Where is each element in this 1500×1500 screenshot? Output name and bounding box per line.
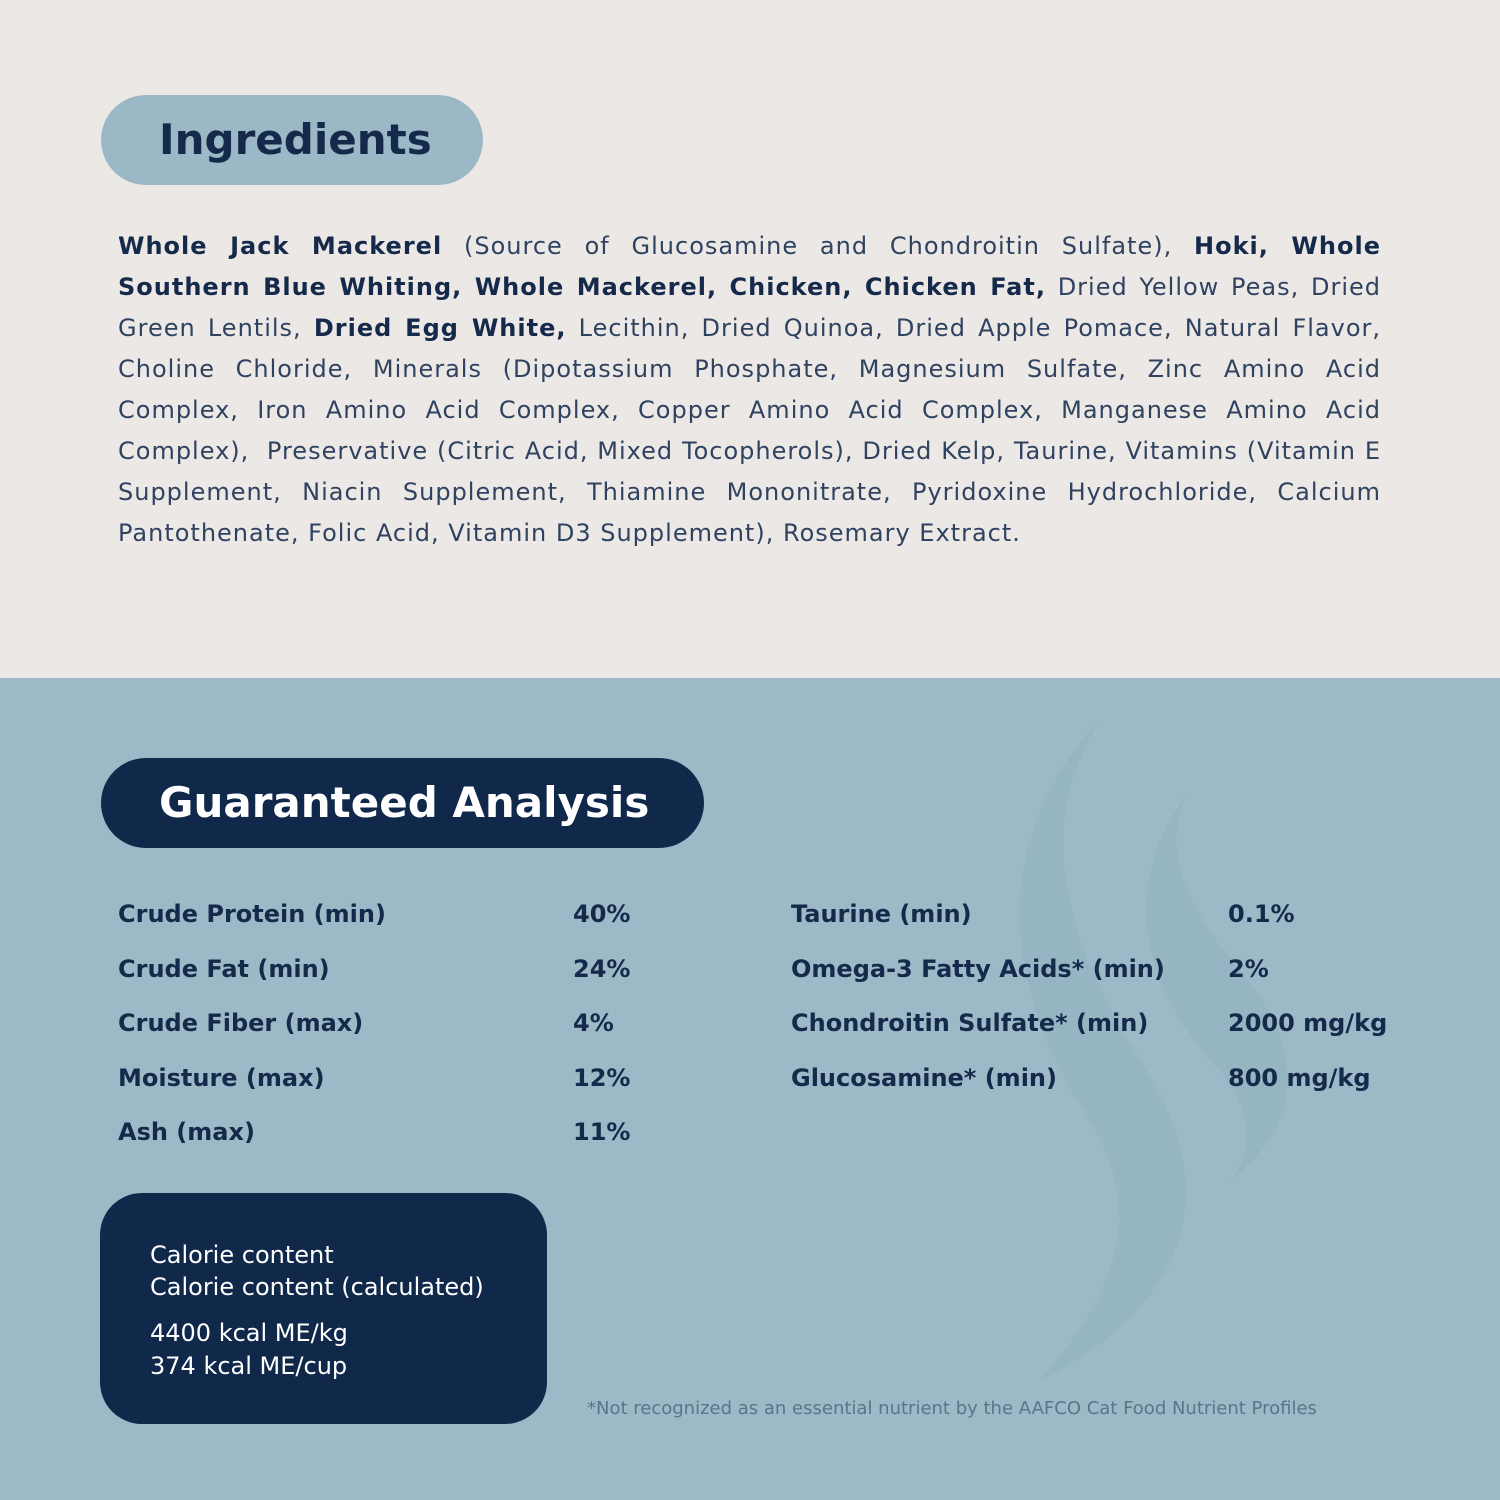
analysis-label: Chondroitin Sulfate* (min): [791, 1009, 1149, 1037]
calorie-box: Calorie content Calorie content (calculat…: [100, 1193, 547, 1424]
analysis-label: Omega-3 Fatty Acids* (min): [791, 954, 1165, 983]
ingredient-segment: Hoki, Whole Southern Blue Whiting, Whole…: [118, 232, 1391, 301]
calorie-label: Calorie content (calculated): [150, 1273, 484, 1301]
ingredient-segment: Lecithin, Dried Quinoa, Dried Apple Poma…: [118, 314, 1390, 547]
ingredient-segment: Dried Yellow Peas, Dried Green Lentils,: [118, 273, 1390, 342]
analysis-label: Crude Fat (min): [118, 954, 330, 983]
analysis-value: 2%: [1228, 954, 1269, 983]
ingredient-segment: Whole Jack Mackerel: [118, 232, 443, 260]
analysis-label: Ash (max): [118, 1118, 255, 1146]
analysis-value: 11%: [573, 1118, 631, 1146]
analysis-value: 24%: [573, 954, 631, 983]
calorie-label: Calorie content: [150, 1241, 334, 1269]
analysis-title: Guaranteed Analysis: [101, 758, 704, 848]
analysis-label: Moisture (max): [118, 1063, 325, 1092]
analysis-value: 2000 mg/kg: [1228, 1009, 1388, 1037]
ingredient-segment: (Source of Glucosamine and Chondroitin S…: [442, 232, 1195, 260]
calorie-value: 4400 kcal ME/kg: [150, 1319, 348, 1347]
analysis-label: Taurine (min): [791, 900, 972, 928]
calorie-value: 374 kcal ME/cup: [150, 1352, 348, 1380]
analysis-value: 0.1%: [1228, 900, 1295, 928]
analysis-value: 40%: [573, 900, 631, 928]
analysis-value: 800 mg/kg: [1228, 1063, 1371, 1092]
analysis-value: 4%: [573, 1009, 614, 1037]
analysis-label: Crude Protein (min): [118, 900, 386, 928]
ingredient-segment: Dried Egg White,: [313, 314, 567, 342]
analysis-label: Crude Fiber (max): [118, 1009, 364, 1037]
analysis-value: 12%: [573, 1063, 631, 1092]
footnote: *Not recognized as an essential nutrient…: [587, 1398, 1317, 1419]
ingredients-title: Ingredients: [101, 95, 483, 185]
analysis-label: Glucosamine* (min): [791, 1063, 1057, 1092]
ingredients-text: Whole Jack Mackerel (Source of Glucosami…: [118, 226, 1381, 554]
